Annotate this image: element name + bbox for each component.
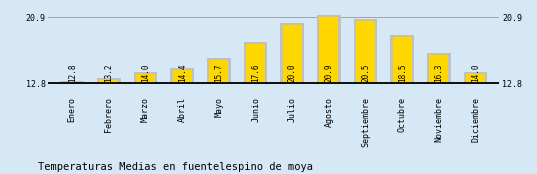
Bar [320,17,338,84]
Bar [136,74,155,84]
Bar [244,42,267,84]
Text: 20.9: 20.9 [324,64,333,82]
Bar [246,44,265,84]
Text: 12.8: 12.8 [68,64,77,82]
Text: 14.4: 14.4 [178,64,187,82]
Bar [427,53,451,84]
Bar [430,55,448,84]
Bar [97,78,121,84]
Bar [60,81,84,84]
Text: 15.7: 15.7 [214,64,223,82]
Text: 17.6: 17.6 [251,64,260,82]
Text: 20.5: 20.5 [361,64,370,82]
Text: 14.0: 14.0 [141,64,150,82]
Text: 20.0: 20.0 [288,64,297,82]
Bar [280,23,304,84]
Bar [207,58,231,84]
Text: 13.2: 13.2 [104,64,113,82]
Text: 14.0: 14.0 [471,64,480,82]
Bar [282,25,302,84]
Bar [317,15,341,84]
Bar [393,37,412,84]
Text: 16.3: 16.3 [434,64,444,82]
Text: 18.5: 18.5 [398,64,407,82]
Bar [356,21,375,84]
Bar [99,80,118,84]
Bar [466,74,485,84]
Bar [209,60,228,84]
Bar [134,72,157,84]
Bar [170,68,194,84]
Bar [354,19,378,84]
Bar [463,72,488,84]
Bar [390,35,414,84]
Bar [173,70,192,84]
Text: Temperaturas Medias en fuentelespino de moya: Temperaturas Medias en fuentelespino de … [38,162,313,172]
